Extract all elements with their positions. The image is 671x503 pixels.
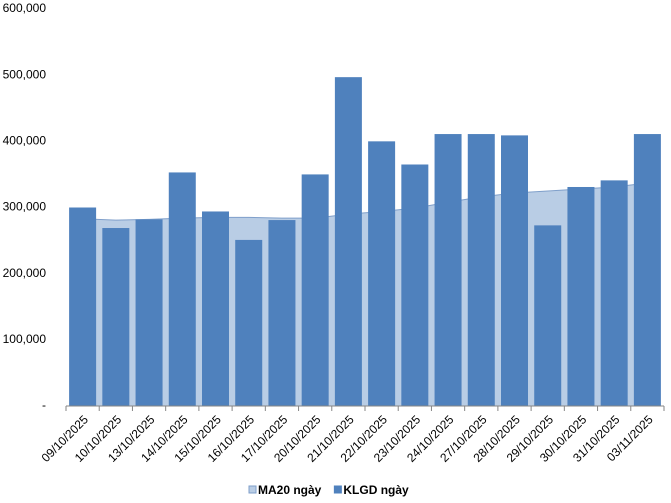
- legend-swatch: [248, 485, 257, 494]
- bar: [567, 186, 595, 406]
- bar: [501, 135, 528, 406]
- legend-label: MA20 ngày: [258, 483, 322, 497]
- bar: [401, 164, 429, 406]
- bar: [268, 220, 296, 406]
- bar: [467, 134, 495, 406]
- bar: [633, 134, 661, 406]
- bar: [534, 225, 562, 406]
- y-tick-label: 200,000: [3, 266, 47, 280]
- y-tick-label: 100,000: [3, 332, 47, 346]
- y-tick-label: 500,000: [3, 67, 47, 81]
- y-tick-label: 400,000: [3, 134, 47, 148]
- bar: [334, 77, 362, 406]
- bar: [168, 172, 196, 406]
- bar: [102, 228, 130, 406]
- legend-label: KLGD ngày: [343, 483, 409, 497]
- y-tick-label: 300,000: [3, 200, 47, 214]
- bar: [69, 207, 97, 406]
- y-tick-label: -: [42, 398, 46, 412]
- legend-swatch: [333, 485, 342, 494]
- bar: [600, 180, 628, 406]
- bar: [202, 211, 229, 406]
- bar: [368, 141, 396, 407]
- bar: [135, 219, 163, 406]
- bar: [301, 174, 329, 406]
- bar: [235, 239, 263, 406]
- bar: [434, 134, 462, 406]
- y-tick-label: 600,000: [3, 1, 47, 15]
- area: [82, 182, 648, 407]
